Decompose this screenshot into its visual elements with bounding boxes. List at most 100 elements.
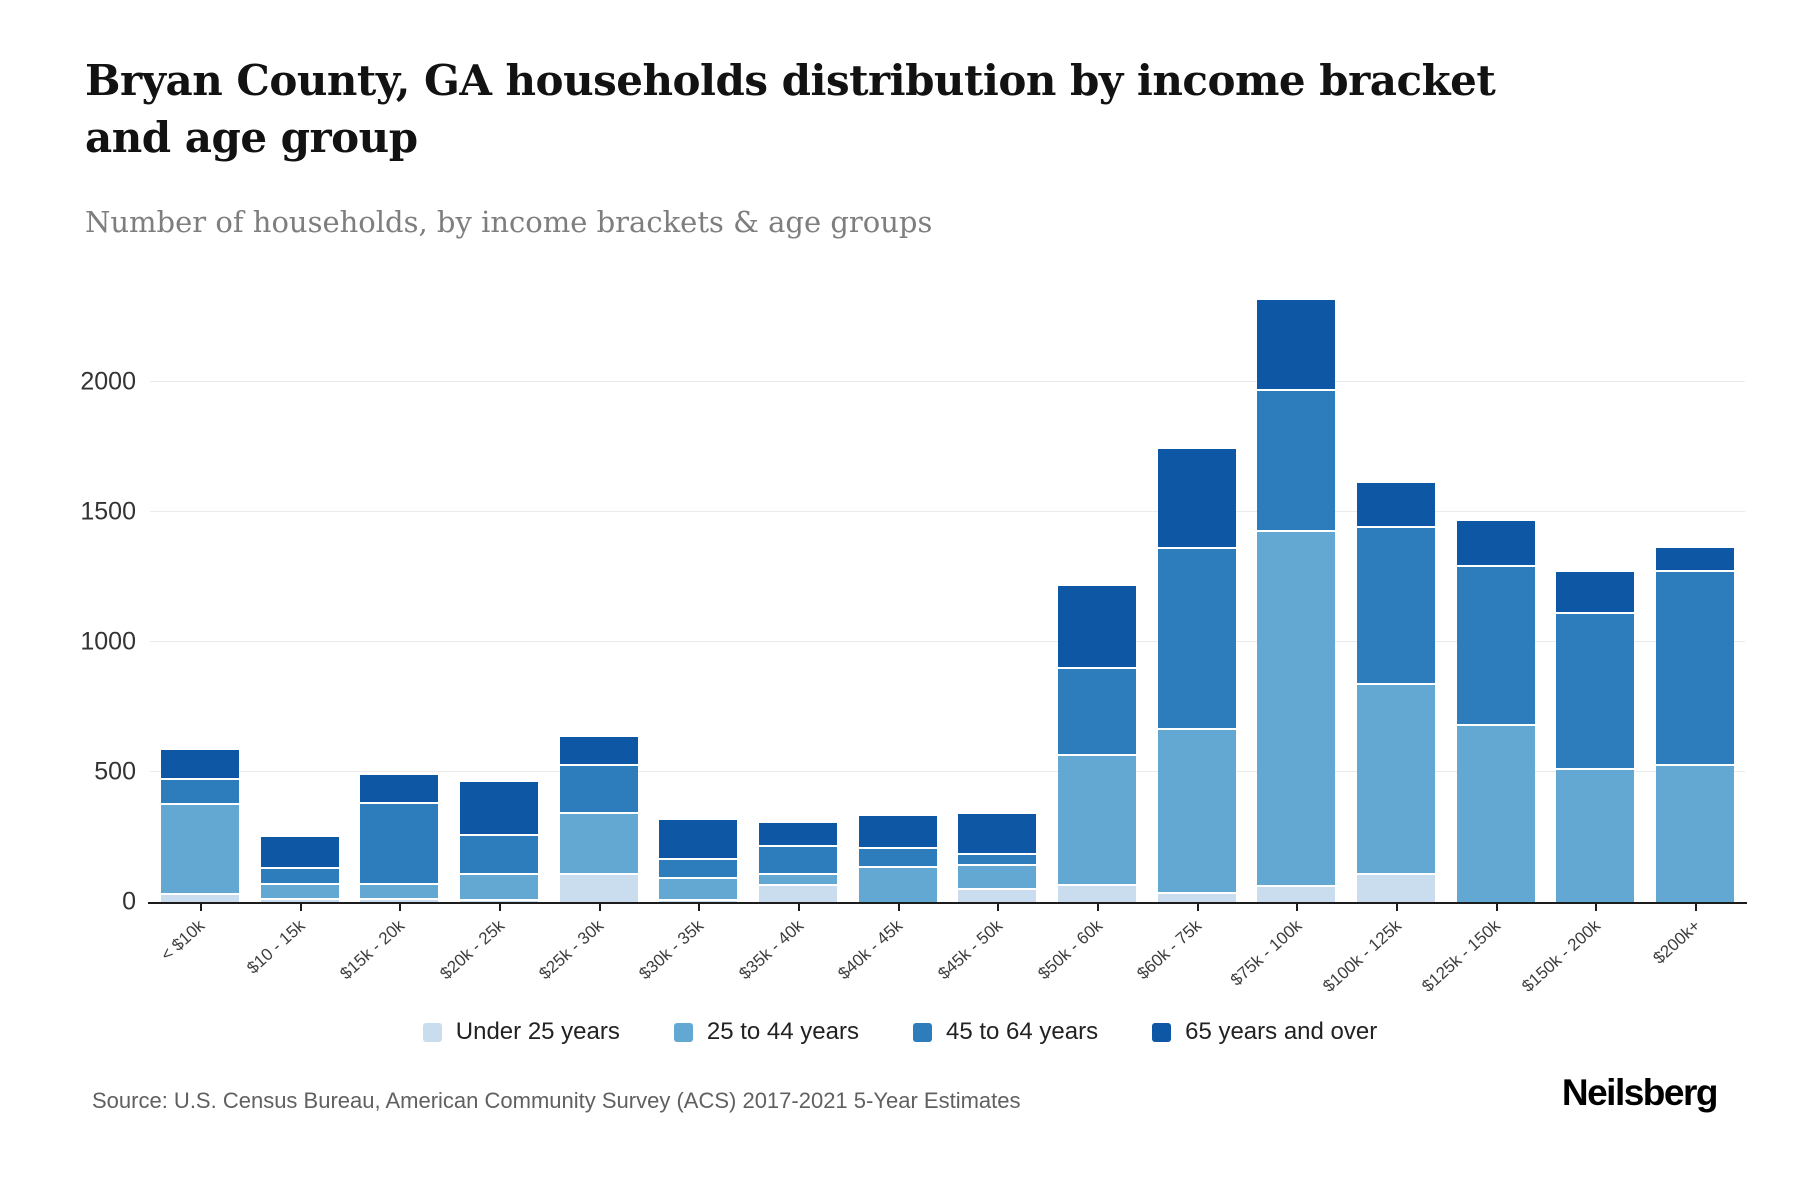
bar-segment[interactable] bbox=[1357, 483, 1436, 526]
bar-segment[interactable] bbox=[1058, 883, 1137, 902]
bar-segment[interactable] bbox=[160, 803, 239, 893]
bar-$20k - 25k bbox=[459, 782, 538, 902]
x-tick-label: $10 - 15k bbox=[242, 916, 309, 978]
x-tick-label: $25k - 30k bbox=[535, 916, 608, 984]
bar-slot bbox=[260, 836, 339, 902]
bar-segment[interactable] bbox=[459, 873, 538, 900]
bar-segment[interactable] bbox=[559, 873, 638, 902]
bar-segment[interactable] bbox=[160, 749, 239, 779]
bar-segment[interactable] bbox=[958, 813, 1037, 853]
y-axis: 0 500 1000 1500 2000 bbox=[0, 254, 136, 915]
bar-segment[interactable] bbox=[1157, 727, 1236, 892]
bar-slot bbox=[160, 749, 239, 902]
bar-segment[interactable] bbox=[659, 877, 738, 900]
legend-item-under-25-years[interactable]: Under 25 years bbox=[422, 1018, 620, 1046]
bar-segment[interactable] bbox=[559, 812, 638, 874]
bar-segment[interactable] bbox=[459, 899, 538, 902]
bar-segment[interactable] bbox=[758, 844, 837, 874]
bar-< $10k bbox=[160, 749, 239, 902]
bar-segment[interactable] bbox=[1656, 764, 1735, 902]
x-tick-label: $150k - 200k bbox=[1518, 916, 1605, 996]
bar-segment[interactable] bbox=[360, 774, 439, 802]
bar-segment[interactable] bbox=[659, 857, 738, 878]
bar-segment[interactable] bbox=[260, 882, 339, 899]
bar-segment[interactable] bbox=[459, 782, 538, 835]
bar-segment[interactable] bbox=[1556, 767, 1635, 902]
bar-$40k - 45k bbox=[858, 816, 937, 902]
x-tick bbox=[498, 904, 501, 911]
bar-slot bbox=[1456, 520, 1535, 902]
bar-segment[interactable] bbox=[1357, 873, 1436, 902]
x-tick bbox=[1595, 904, 1598, 911]
x-tick-label: $200k+ bbox=[1649, 916, 1704, 968]
bar-segment[interactable] bbox=[360, 898, 439, 902]
legend-swatch-icon bbox=[912, 1022, 932, 1042]
bar-segment[interactable] bbox=[1456, 520, 1535, 566]
bar-segment[interactable] bbox=[858, 865, 937, 902]
bar-$50k - 60k bbox=[1058, 585, 1137, 902]
bar-slot bbox=[360, 774, 439, 902]
bar-segment[interactable] bbox=[958, 864, 1037, 888]
x-tick-label: $100k - 125k bbox=[1319, 916, 1405, 996]
legend-item-45-to-64-years[interactable]: 45 to 64 years bbox=[912, 1018, 1098, 1046]
x-axis-labels: < $10k $10 - 15k $15k - 20k $20k - 25k $25k … bbox=[150, 916, 1745, 1026]
bar-segment[interactable] bbox=[1058, 753, 1137, 884]
bar-segment[interactable] bbox=[1257, 529, 1336, 886]
bar-segment[interactable] bbox=[1556, 571, 1635, 612]
gridline-500 bbox=[150, 770, 1745, 772]
bar-segment[interactable] bbox=[1157, 891, 1236, 902]
bar-slot bbox=[758, 822, 837, 902]
bar-segment[interactable] bbox=[260, 898, 339, 902]
bar-segment[interactable] bbox=[160, 778, 239, 804]
bar-segment[interactable] bbox=[459, 834, 538, 874]
bar-segment[interactable] bbox=[958, 852, 1037, 865]
bar-segment[interactable] bbox=[758, 822, 837, 845]
bar-segment[interactable] bbox=[1058, 666, 1137, 754]
x-tick-label: < $10k bbox=[157, 916, 209, 965]
x-tick-label: $35k - 40k bbox=[734, 916, 807, 984]
bar-segment[interactable] bbox=[1157, 449, 1236, 547]
bar-segment[interactable] bbox=[1257, 389, 1336, 530]
bar-segment[interactable] bbox=[1257, 299, 1336, 390]
bar-segment[interactable] bbox=[1656, 548, 1735, 571]
plot-area bbox=[150, 254, 1745, 902]
bar-segment[interactable] bbox=[758, 873, 837, 884]
bar-segment[interactable] bbox=[858, 847, 937, 866]
bar-segment[interactable] bbox=[360, 801, 439, 883]
bar-$150k - 200k bbox=[1556, 571, 1635, 902]
bar-segment[interactable] bbox=[659, 899, 738, 902]
legend-item-65-years-and-over[interactable]: 65 years and over bbox=[1152, 1018, 1377, 1046]
legend-swatch-icon bbox=[673, 1022, 693, 1042]
bar-slot bbox=[459, 782, 538, 902]
bar-segment[interactable] bbox=[1157, 546, 1236, 728]
legend-swatch-icon bbox=[1152, 1022, 1172, 1042]
bar-segment[interactable] bbox=[958, 887, 1037, 902]
bar-segment[interactable] bbox=[160, 892, 239, 902]
x-tick-label: $30k - 35k bbox=[635, 916, 707, 984]
bar-segment[interactable] bbox=[260, 836, 339, 867]
legend: Under 25 years 25 to 44 years 45 to 64 yea… bbox=[0, 1018, 1800, 1046]
bar-segment[interactable] bbox=[1456, 565, 1535, 724]
legend-item-25-to-44-years[interactable]: 25 to 44 years bbox=[673, 1018, 859, 1046]
bar-segment[interactable] bbox=[559, 764, 638, 813]
bar-segment[interactable] bbox=[1257, 885, 1336, 902]
bar-segment[interactable] bbox=[659, 820, 738, 858]
bar-segment[interactable] bbox=[758, 883, 837, 902]
source-note: Source: U.S. Census Bureau, American Com… bbox=[92, 1088, 1021, 1113]
bar-segment[interactable] bbox=[1357, 525, 1436, 684]
bar-segment[interactable] bbox=[1357, 683, 1436, 874]
bar-segment[interactable] bbox=[260, 866, 339, 883]
bar-segment[interactable] bbox=[1556, 611, 1635, 768]
x-tick bbox=[1495, 904, 1498, 911]
gridline-1500 bbox=[150, 510, 1745, 512]
bar-segment[interactable] bbox=[1456, 723, 1535, 902]
x-tick-label: $60k - 75k bbox=[1133, 916, 1206, 984]
bar-segment[interactable] bbox=[1656, 570, 1735, 765]
bar-segment[interactable] bbox=[360, 882, 439, 899]
bar-$10 - 15k bbox=[260, 836, 339, 902]
bar-segment[interactable] bbox=[559, 736, 638, 765]
bar-segment[interactable] bbox=[1058, 585, 1137, 667]
x-tick bbox=[1695, 904, 1698, 911]
bar-slot bbox=[659, 820, 738, 902]
bar-segment[interactable] bbox=[858, 816, 937, 848]
